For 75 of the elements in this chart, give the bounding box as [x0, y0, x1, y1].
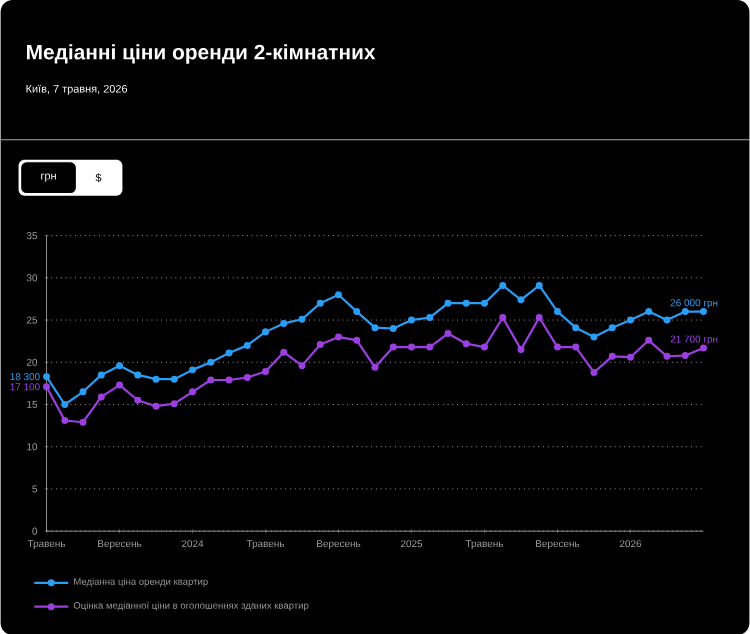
point	[61, 416, 69, 424]
point	[462, 299, 470, 307]
point	[371, 323, 379, 331]
point	[189, 387, 197, 395]
point	[626, 316, 634, 324]
point	[61, 400, 69, 408]
point	[608, 352, 616, 360]
point	[426, 343, 434, 351]
point	[663, 316, 671, 324]
point	[97, 392, 105, 400]
point	[116, 381, 124, 389]
point	[280, 319, 288, 327]
point	[480, 343, 488, 351]
point	[207, 376, 215, 384]
point	[97, 370, 105, 378]
point	[517, 295, 525, 303]
point	[316, 299, 324, 307]
point	[699, 307, 707, 315]
point	[134, 396, 142, 404]
point	[408, 316, 415, 324]
point	[608, 323, 616, 331]
point	[590, 368, 598, 376]
point	[262, 367, 270, 375]
point	[480, 299, 488, 307]
point	[572, 343, 580, 351]
point	[298, 315, 306, 323]
point	[699, 343, 707, 351]
point	[79, 418, 87, 426]
point	[663, 352, 671, 360]
point	[316, 340, 324, 348]
point	[645, 336, 653, 344]
point	[353, 307, 361, 315]
point	[645, 307, 653, 315]
point	[116, 361, 124, 369]
point	[353, 336, 361, 344]
point	[43, 382, 51, 390]
point	[553, 307, 561, 315]
point	[189, 365, 197, 373]
point	[225, 376, 233, 384]
point	[79, 387, 87, 395]
point	[681, 351, 689, 359]
point	[462, 339, 470, 347]
point	[626, 353, 634, 361]
point	[444, 299, 452, 307]
point	[152, 375, 160, 383]
point	[371, 363, 379, 371]
point	[389, 343, 397, 351]
point	[499, 313, 507, 321]
point	[553, 343, 561, 351]
point	[535, 281, 543, 289]
point	[426, 313, 434, 321]
point	[243, 373, 251, 381]
point	[572, 323, 580, 331]
point	[590, 332, 598, 340]
point	[389, 324, 397, 332]
point	[280, 348, 288, 356]
point	[43, 372, 51, 380]
point	[535, 313, 543, 321]
point	[444, 329, 452, 337]
point	[207, 358, 215, 366]
point	[134, 370, 142, 378]
point	[298, 361, 306, 369]
point	[170, 375, 178, 383]
chart-title: Медіанні ціни оренди 2-кімнатних	[27, 43, 376, 64]
point	[152, 402, 160, 410]
point	[243, 341, 251, 349]
point	[170, 399, 178, 407]
point	[262, 327, 270, 335]
point	[335, 332, 342, 340]
point	[681, 307, 689, 315]
point	[499, 281, 507, 289]
point	[408, 343, 415, 351]
point	[517, 345, 525, 353]
point	[335, 290, 342, 298]
point	[225, 349, 233, 357]
